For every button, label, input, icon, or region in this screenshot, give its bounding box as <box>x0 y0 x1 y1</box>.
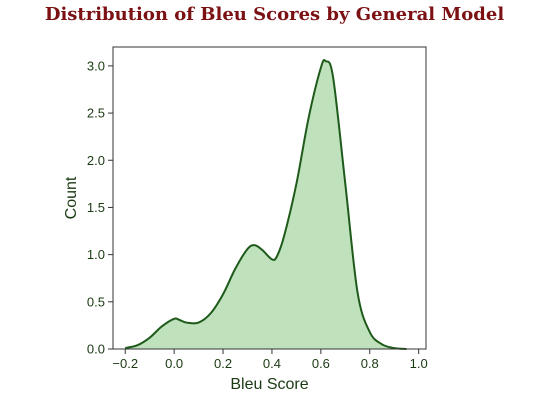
x-tick-label: 0.0 <box>165 356 183 371</box>
y-tick-label: 1.5 <box>87 200 105 215</box>
x-tick-label: −0.2 <box>112 356 138 371</box>
y-axis-label: Count <box>63 176 80 219</box>
y-tick-label: 0.0 <box>87 342 105 357</box>
density-line-0 <box>125 59 407 350</box>
series-layer <box>125 59 407 350</box>
x-axis-label: Bleu Score <box>230 376 308 393</box>
y-tick-label: 1.0 <box>87 247 105 262</box>
y-tick-label: 3.0 <box>87 58 105 73</box>
chart-title: Distribution of Bleu Scores by General M… <box>44 4 505 25</box>
y-tick-label: 2.5 <box>87 106 105 121</box>
x-tick-label: 0.4 <box>263 356 281 371</box>
y-axis: 0.0 0.5 1.0 1.5 2.0 2.5 3.0 <box>87 58 113 357</box>
plot-frame <box>112 46 427 350</box>
density-area-0 <box>125 60 407 350</box>
x-tick-label: 0.6 <box>312 356 330 371</box>
y-tick-label: 2.0 <box>87 153 105 168</box>
y-tick-label: 0.5 <box>87 294 105 309</box>
x-tick-label: 1.0 <box>410 356 428 371</box>
x-axis: −0.2 0.0 0.2 0.4 0.6 0.8 1.0 <box>112 349 428 371</box>
x-tick-label: 0.8 <box>361 356 379 371</box>
x-tick-label: 0.2 <box>214 356 232 371</box>
